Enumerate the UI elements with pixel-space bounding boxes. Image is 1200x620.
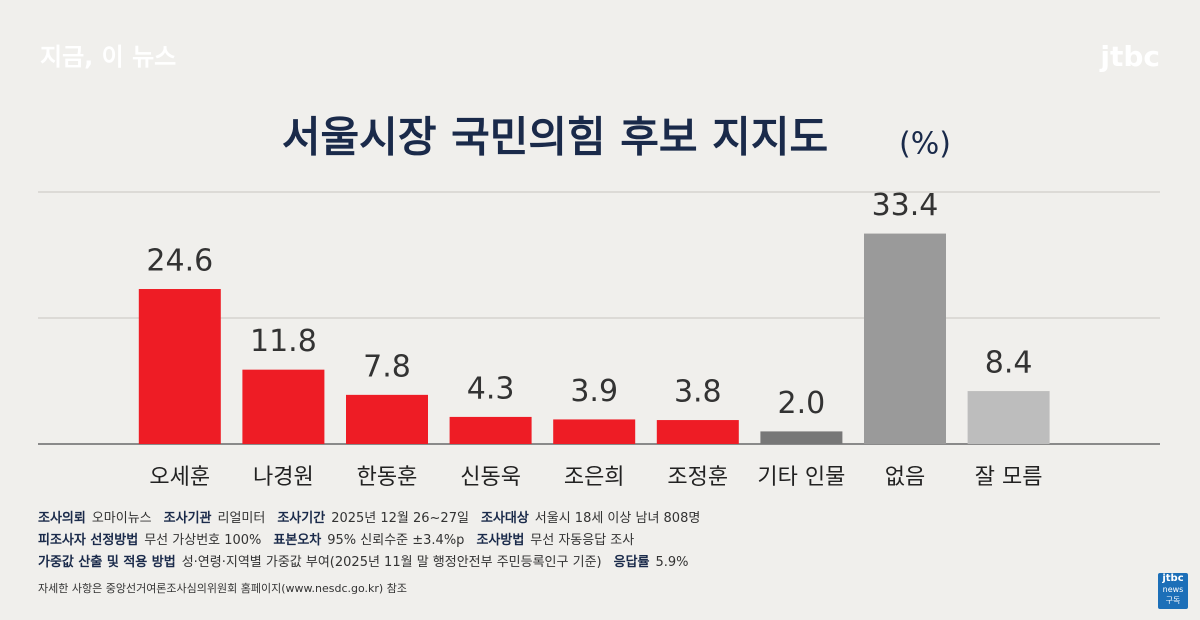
note-item: 표본오차 95% 신뢰수준 ±3.4%p (273, 533, 464, 548)
bar (864, 233, 946, 444)
bar (242, 369, 325, 444)
note-item: 조사방법 무선 자동응답 조사 (476, 533, 634, 548)
value-label: 33.4 (872, 188, 939, 223)
bar (967, 391, 1050, 444)
note-row: 피조사자 선정방법 무선 가상번호 100% 표본오차 95% 신뢰수준 ±3.4%p… (38, 530, 712, 552)
note-text: 무선 가상번호 100% (144, 533, 262, 548)
note-label: 조사대상 (480, 511, 529, 526)
note-text: 5.9% (655, 555, 689, 570)
x-tick-label: 한동훈 (357, 465, 418, 490)
program-name: 지금, 이 뉴스 (40, 43, 176, 71)
note-text: 2025년 12월 26~27일 (331, 511, 469, 526)
value-label: 8.4 (985, 346, 1033, 381)
value-label: 2.0 (778, 386, 826, 421)
value-label: 3.9 (570, 374, 618, 409)
badge-sub: news (1162, 585, 1184, 594)
x-tick-label: 신동욱 (460, 465, 521, 490)
value-label: 3.8 (674, 375, 722, 410)
note-label: 조사의뢰 (38, 511, 86, 526)
note-text: 오마이뉴스 (91, 511, 152, 526)
x-tick-label: 기타 인물 (757, 465, 845, 490)
note-label: 피조사자 선정방법 (38, 533, 139, 548)
note-item: 조사대상 서울시 18세 이상 남녀 808명 (481, 511, 700, 526)
logo: jtbc (1099, 40, 1160, 73)
chart-title: 서울시장 국민의힘 후보 지지도 (282, 113, 828, 162)
x-tick-label: 조은희 (564, 465, 625, 490)
x-tick-label: 나경원 (253, 465, 314, 490)
badge-action: 구독 (1165, 596, 1181, 605)
source-note: 자세한 사항은 중앙선거여론조사심의위원회 홈페이지(www.nesdc.go.… (38, 582, 407, 595)
bar (346, 394, 428, 444)
bar (656, 420, 739, 444)
note-label: 조사기간 (277, 511, 326, 526)
unit: (%) (899, 127, 951, 162)
x-tick-label: 없음 (885, 465, 925, 490)
note-label: 응답률 (613, 555, 650, 570)
subscribe-badge[interactable]: jtbc news 구독 (1158, 573, 1188, 609)
note-item: 조사의뢰 오마이뉴스 (38, 511, 152, 526)
bar (449, 416, 532, 444)
chart: 지금, 이 뉴스 jtbc 서울시장 국민의힘 후보 지지도 (%) 24.6 오… (38, 40, 1160, 490)
note-row: 조사의뢰 오마이뉴스 조사기관 리얼미터 조사기간 2025년 12월 26~27일 조사대… (38, 508, 712, 530)
value-label: 24.6 (146, 244, 213, 279)
note-text: 서울시 18세 이상 남녀 808명 (534, 511, 701, 526)
note-item: 피조사자 선정방법 무선 가상번호 100% (38, 533, 261, 548)
note-text: 무선 자동응답 조사 (530, 533, 635, 548)
bar (553, 419, 636, 444)
badge-logo: jtbc (1162, 573, 1184, 584)
note-item: 조사기간 2025년 12월 26~27일 (277, 511, 469, 526)
note-text: 리얼미터 (217, 511, 266, 526)
note-text: 95% 신뢰수준 ±3.4%p (327, 533, 465, 548)
note-label: 조사방법 (476, 533, 525, 548)
note-item: 응답률 5.9% (614, 555, 689, 570)
note-label: 표본오차 (273, 533, 322, 548)
x-tick-label: 잘 모름 (975, 465, 1043, 490)
value-label: 4.3 (467, 371, 515, 406)
survey-notes: 조사의뢰 오마이뉴스 조사기관 리얼미터 조사기간 2025년 12월 26~27일 조사대… (38, 508, 712, 596)
note-label: 가중값 산출 및 적용 방법 (38, 555, 176, 570)
note-row: 가중값 산출 및 적용 방법 성·연령·지역별 가중값 부여(2025년 11월 … (38, 552, 712, 574)
value-label: 7.8 (363, 349, 411, 384)
note-text: 성·연령·지역별 가중값 부여(2025년 11월 말 행정안전부 주민등록인구… (181, 555, 602, 570)
x-tick-label: 조정훈 (667, 465, 728, 490)
value-label: 11.8 (250, 324, 317, 359)
bar (760, 431, 843, 444)
note-item: 조사기관 리얼미터 (164, 511, 266, 526)
x-tick-label: 오세훈 (149, 465, 210, 490)
note-item: 가중값 산출 및 적용 방법 성·연령·지역별 가중값 부여(2025년 11월 … (38, 555, 602, 570)
bar (138, 289, 221, 444)
note-label: 조사기관 (163, 511, 212, 526)
